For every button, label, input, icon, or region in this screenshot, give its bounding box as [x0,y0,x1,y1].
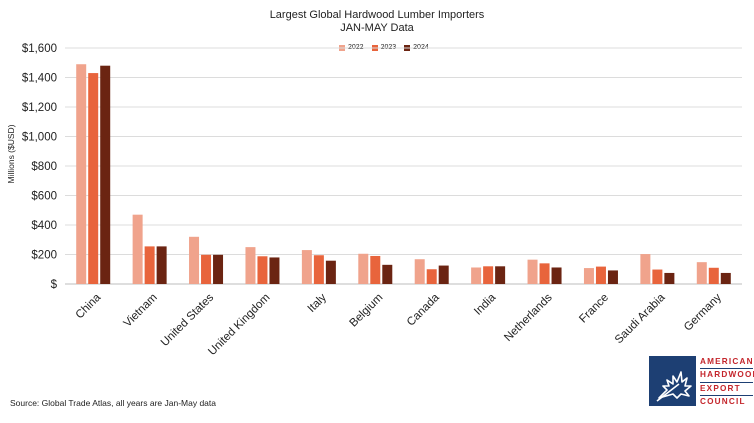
x-tick-label: India [472,291,499,318]
bar-2024-1 [156,246,167,284]
x-tick-label: Vietnam [122,292,160,330]
x-tick-label: Netherlands [502,291,555,344]
bar-2024-7 [495,266,506,284]
bar-2022-2 [189,236,200,284]
x-tick-label: Germany [682,291,724,333]
bar-2023-6 [426,269,437,284]
bar-2024-8 [551,267,562,284]
bar-2023-10 [652,269,663,284]
x-tick-label: China [74,291,104,321]
bar-2024-11 [720,272,731,284]
logo-line-2: EXPORT [700,383,753,396]
bar-2023-5 [370,255,381,284]
bar-2023-4 [313,255,324,284]
bar-2022-1 [132,214,143,284]
bar-2023-7 [483,266,494,284]
y-tick-label: $200 [31,250,57,262]
bar-2024-2 [213,254,224,284]
logo-wordmark: AMERICAN HARDWOOD EXPORT COUNCIL [700,356,754,408]
x-tick-label: Belgium [348,292,386,330]
y-tick-label: $400 [31,220,57,232]
bar-2022-0 [76,64,87,284]
logo-line-3: COUNCIL [700,396,746,406]
x-tick-label: United States [159,291,216,348]
bar-2023-11 [708,267,719,284]
bar-2022-7 [471,267,482,284]
x-tick-label: Italy [306,291,330,315]
y-tick-label: $1,400 [22,73,57,85]
bar-2024-4 [325,260,336,284]
bar-2024-9 [607,270,618,284]
bar-2024-0 [100,65,111,284]
x-tick-label: France [577,292,611,326]
x-tick-label: United Kingdom [206,292,272,358]
bar-2023-8 [539,263,550,284]
y-tick-label: $600 [31,191,57,203]
bar-2022-11 [696,262,707,284]
chart-subtitle: JAN-MAY Data [340,22,414,34]
y-tick-label: $800 [31,161,57,173]
logo-line-1: HARDWOOD [700,369,754,383]
x-tick-label: Canada [405,291,442,328]
bar-2023-0 [88,73,99,284]
y-tick-label: $1,200 [22,102,57,114]
bar-2022-3 [245,247,256,284]
bar-2024-10 [664,272,675,284]
bar-2022-9 [583,268,594,284]
bar-2022-5 [358,253,369,284]
bar-2024-3 [269,257,280,284]
y-tick-label: $ [51,279,58,291]
bar-2023-9 [595,266,606,284]
logo-line-0: AMERICAN [700,356,753,370]
bar-2024-5 [382,264,393,284]
y-tick-label: $1,000 [22,132,57,144]
bar-2022-8 [527,259,538,284]
leaf-icon [649,356,696,406]
y-axis-label: Millions ($USD) [6,124,16,183]
source-note: Source: Global Trade Atlas, all years ar… [10,398,216,408]
bar-2023-1 [144,246,155,284]
bar-2022-6 [414,259,425,284]
bar-2023-3 [257,256,268,284]
ahec-logo: AMERICAN HARDWOOD EXPORT COUNCIL [649,356,754,408]
bar-2023-2 [201,254,212,284]
bar-2022-10 [640,254,651,284]
bar-2024-6 [438,265,449,284]
x-tick-label: Saudi Arabia [613,291,668,346]
bar-2022-4 [301,250,312,284]
y-tick-label: $1,600 [22,43,57,55]
chart-title: Largest Global Hardwood Lumber Importers [269,9,485,21]
